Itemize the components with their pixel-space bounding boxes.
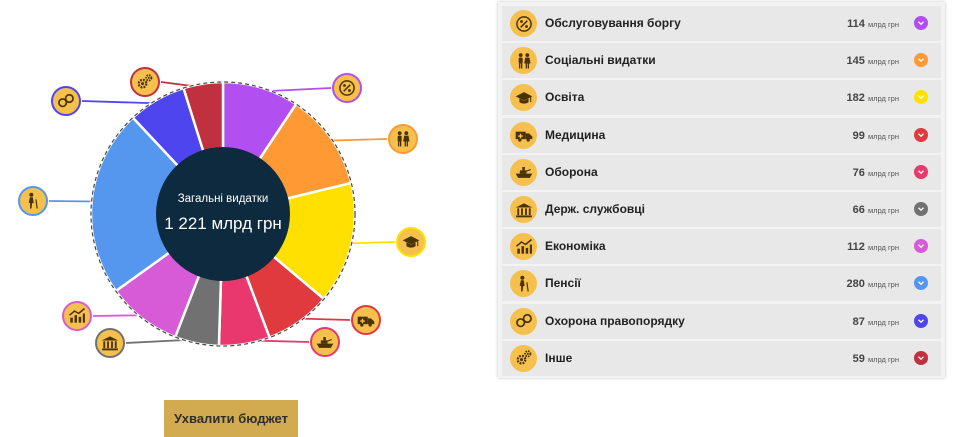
approve-budget-button[interactable]: Ухвалити бюджет — [164, 400, 298, 437]
category-row[interactable]: Соціальні видатки 145 млрд грн — [502, 43, 941, 79]
callout-elderly-person-icon[interactable] — [18, 186, 48, 216]
handcuffs-icon — [58, 93, 74, 108]
category-label: Держ. службовці — [545, 202, 646, 216]
category-row[interactable]: Освіта 182 млрд грн — [502, 80, 941, 116]
chevron-down-icon[interactable] — [914, 239, 928, 254]
growth-chart-icon — [510, 233, 537, 261]
category-row[interactable]: Оборона 76 млрд грн — [502, 154, 941, 190]
category-amount: 87 млрд грн — [852, 315, 899, 328]
callout-line — [81, 100, 159, 105]
callout-line — [347, 241, 396, 245]
growth-chart-icon — [69, 307, 85, 323]
graduation-cap-icon — [510, 84, 537, 112]
chevron-down-icon[interactable] — [914, 90, 928, 105]
government-building-icon — [510, 196, 537, 223]
category-label: Обслуговування боргу — [545, 16, 681, 30]
chevron-down-icon[interactable] — [914, 276, 928, 291]
pie-center — [156, 147, 290, 281]
chevron-down-icon[interactable] — [914, 202, 928, 216]
callout-family-icon[interactable] — [388, 124, 418, 154]
family-icon — [510, 47, 537, 75]
gears-icon — [510, 344, 537, 372]
category-amount: 66 млрд грн — [852, 204, 899, 216]
chevron-down-icon[interactable] — [914, 164, 928, 179]
category-label: Пенсії — [545, 276, 581, 291]
ambulance-icon — [510, 121, 537, 149]
category-amount: 112 млрд грн — [847, 241, 899, 254]
category-row[interactable]: Інше 59 млрд грн — [502, 340, 941, 376]
family-icon — [397, 131, 410, 147]
chevron-down-icon[interactable] — [914, 350, 928, 365]
category-label: Оборона — [545, 164, 598, 179]
category-row[interactable]: Охорона правопорядку 87 млрд грн — [502, 303, 941, 339]
chevron-down-icon[interactable] — [914, 53, 928, 68]
category-amount: 59 млрд грн — [852, 352, 899, 365]
warship-icon — [316, 336, 334, 348]
budget-pie-chart: Загальні видатки 1 221 млрд грн — [18, 67, 426, 358]
category-label: Освіта — [545, 90, 585, 105]
callout-line — [92, 314, 145, 317]
category-amount: 182 млрд грн — [846, 92, 899, 105]
callout-handcuffs-icon[interactable] — [51, 86, 81, 116]
handcuffs-icon — [510, 307, 537, 335]
callout-gears-icon[interactable] — [130, 67, 160, 97]
warship-icon — [510, 158, 537, 186]
government-building-icon — [101, 336, 119, 351]
callout-warship-icon[interactable] — [310, 327, 340, 357]
percent-icon — [339, 80, 355, 96]
category-row[interactable]: Медицина 99 млрд грн — [502, 117, 941, 153]
chevron-down-icon[interactable] — [914, 313, 928, 328]
callout-percent-icon[interactable] — [332, 73, 362, 103]
chevron-down-icon[interactable] — [914, 127, 928, 142]
category-label: Охорона правопорядку — [545, 313, 685, 328]
category-row[interactable]: Обслуговування боргу 114 млрд грн — [502, 6, 941, 41]
category-label: Соціальні видатки — [545, 53, 656, 68]
chevron-down-icon[interactable] — [914, 16, 928, 30]
category-amount: 114 млрд грн — [847, 18, 899, 30]
category-row[interactable]: Держ. службовці 66 млрд грн — [502, 192, 941, 227]
callout-growth-chart-icon[interactable] — [62, 301, 92, 331]
ambulance-icon — [357, 316, 375, 327]
elderly-person-icon — [28, 192, 38, 209]
category-amount: 76 млрд грн — [852, 166, 899, 179]
category-label: Інше — [545, 350, 573, 365]
callout-government-building-icon[interactable] — [95, 328, 125, 358]
category-amount: 99 млрд грн — [852, 129, 899, 142]
elderly-person-icon — [510, 270, 537, 298]
callout-graduation-cap-icon[interactable] — [396, 227, 426, 257]
percent-icon — [510, 10, 537, 37]
center-title: Загальні видатки — [178, 193, 269, 205]
category-label: Медицина — [545, 127, 606, 142]
center-total: 1 221 млрд грн — [164, 214, 282, 233]
pie-outline — [90, 81, 356, 347]
category-amount: 280 млрд грн — [846, 278, 899, 291]
category-amount: 145 млрд грн — [846, 55, 899, 68]
callout-line — [48, 200, 96, 203]
budget-categories-panel: Обслуговування боргу 114 млрд грн Соціальн… — [498, 2, 945, 378]
callout-ambulance-icon[interactable] — [351, 305, 381, 335]
category-row[interactable]: Пенсії 280 млрд грн — [502, 266, 941, 302]
category-label: Економіка — [545, 239, 606, 254]
callout-line — [296, 317, 351, 321]
category-row[interactable]: Економіка 112 млрд грн — [502, 229, 941, 265]
callout-line — [327, 138, 388, 142]
graduation-cap-icon — [402, 236, 420, 248]
